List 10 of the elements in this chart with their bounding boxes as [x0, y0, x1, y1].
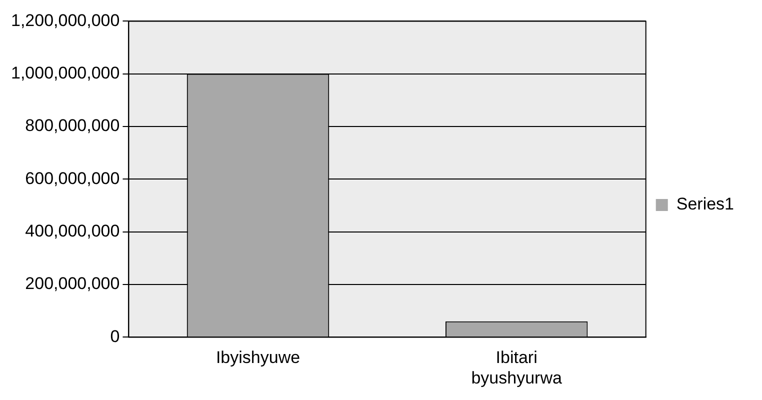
- y-tick-label: 1,000,000,000: [10, 64, 120, 83]
- x-tick-label: Ibyishyuwe: [216, 348, 300, 368]
- x-tick-label: Ibitari byushyurwa: [471, 348, 562, 388]
- y-tick-label: 1,200,000,000: [10, 10, 120, 30]
- y-tick-label: 600,000,000: [25, 168, 120, 188]
- y-tick-label: 400,000,000: [25, 222, 120, 241]
- legend-label: Series1: [676, 194, 734, 214]
- y-tick-label: 0: [110, 326, 120, 346]
- y-tick-label: 800,000,000: [25, 116, 120, 136]
- y-tick-label: 200,000,000: [25, 274, 120, 294]
